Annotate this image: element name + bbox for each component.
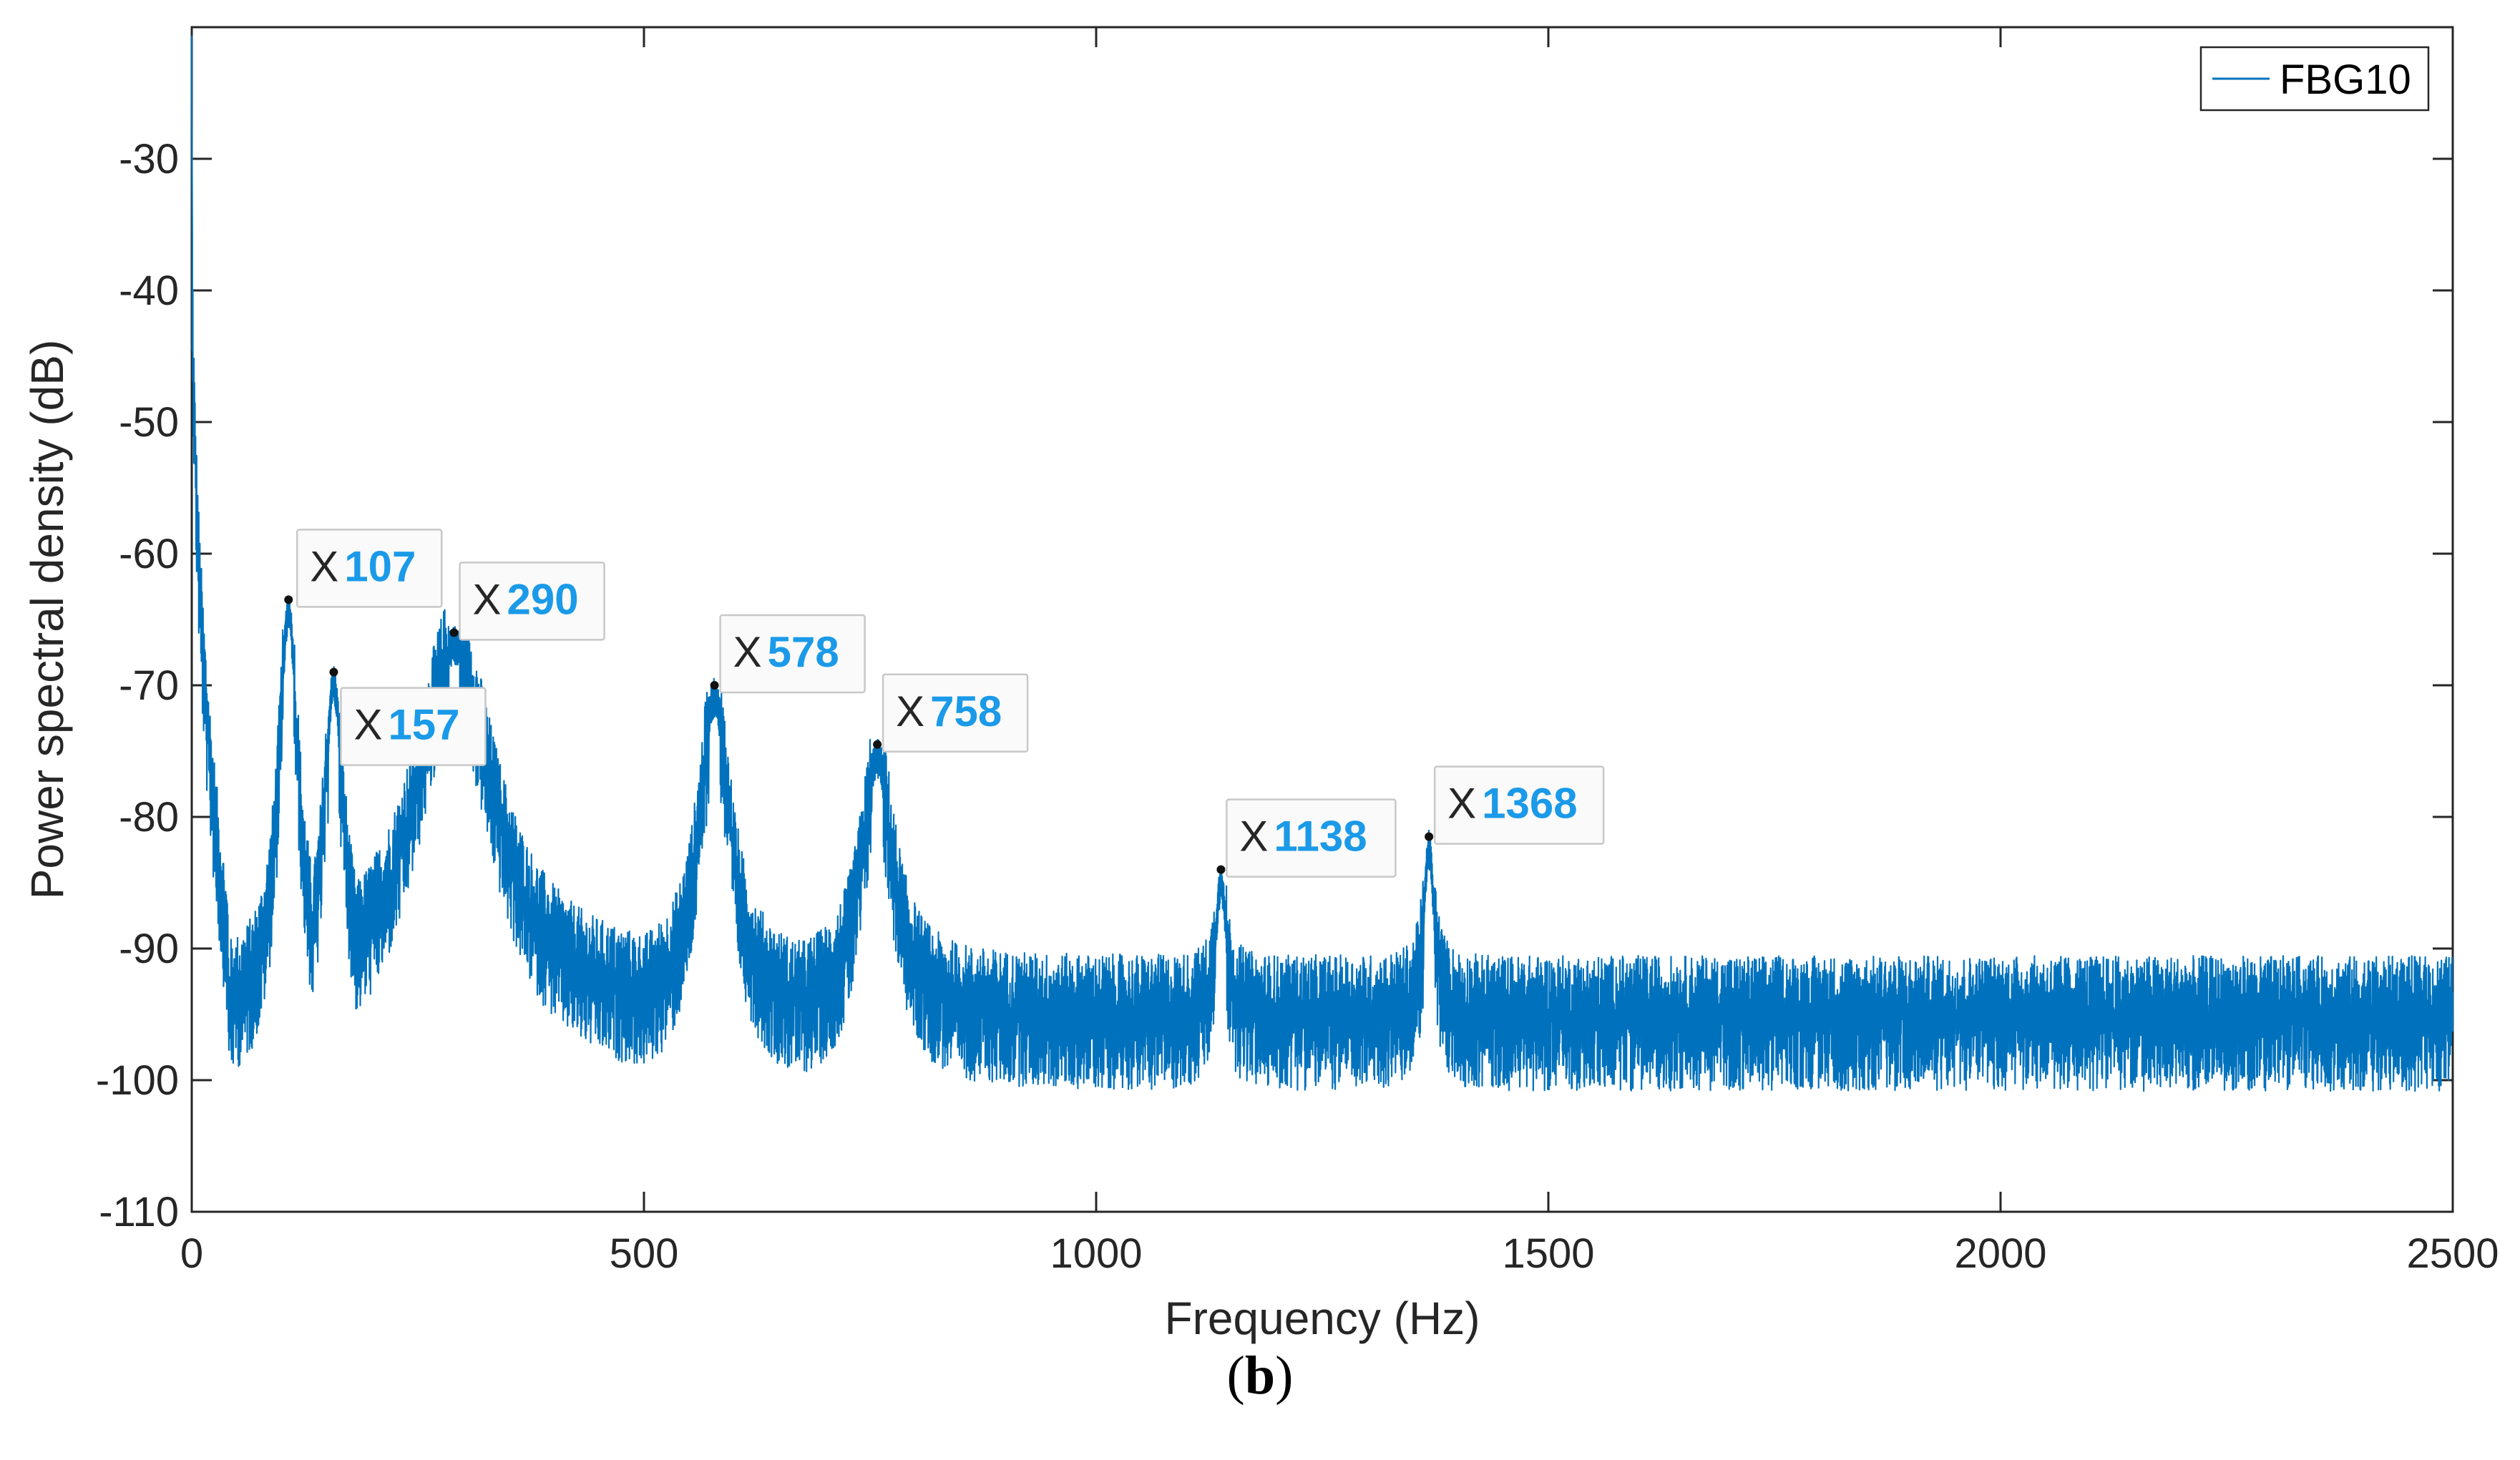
datatip: X 758 [881,673,1029,753]
datatip-box [719,614,866,694]
datatip-value: 758 [930,687,1002,735]
axes-box [190,26,2454,1213]
x-tick-label: 1000 [1050,1230,1142,1277]
datatip: X 157 [340,687,487,766]
y-tick-label: -70 [119,662,179,709]
datatip: X 578 [719,614,866,694]
datatip-box [296,529,443,608]
datatip-value: 1138 [1274,813,1367,861]
datatip-prefix: X [1447,780,1476,828]
y-tick-label: -60 [119,531,179,577]
datatip-prefix: X [733,628,762,676]
peak-marker [329,667,338,677]
figure-caption: (b) [0,1345,2520,1407]
datatip-prefix: X [310,542,338,590]
y-tick-label: -40 [119,268,179,314]
caption-open: ( [1226,1346,1245,1406]
y-tick-label: -100 [96,1057,179,1104]
datatip-box [340,687,487,766]
x-tick-label: 2000 [1954,1230,2046,1277]
datatip-value: 290 [507,575,579,623]
datatip-prefix: X [353,701,382,749]
peak-marker [1216,865,1226,874]
datatip-prefix: X [896,687,924,735]
peak-marker [1425,832,1434,841]
datatip-value: 107 [344,542,416,590]
x-tick-label: 2500 [2406,1230,2499,1277]
legend: FBG10 [2199,46,2430,112]
peak-marker [284,595,293,604]
caption-letter: b [1244,1346,1276,1406]
plot-area: 0 500 1000 1500 2000 2500 -110 -100 -90 -80 -70 -60… [21,26,2499,1344]
datatip-box [459,562,605,641]
datatip: X 107 [296,529,443,608]
y-tick-label: -80 [119,794,179,841]
datatip-prefix: X [473,575,502,623]
legend-label-fbg10: FBG10 [2280,57,2411,103]
datatip: X 1138 [1226,798,1397,878]
datatip-box [1226,798,1397,878]
datatip: X 1368 [1433,765,1605,845]
datatip-value: 578 [768,628,839,676]
y-axis-title: Power spectral density (dB) [21,340,73,900]
datatip-prefix: X [1239,813,1268,861]
x-tick-label: 0 [180,1230,203,1277]
x-axis-title: Frequency (Hz) [1165,1293,1480,1344]
datatip: X 290 [459,562,605,641]
peak-marker [449,628,459,637]
datatip-box [1433,765,1605,845]
caption-close: ) [1275,1346,1294,1406]
x-tick-label: 500 [610,1230,679,1277]
y-tick-label: -110 [99,1189,179,1235]
peak-marker [710,681,719,690]
series-line-fbg10 [190,35,2454,1092]
datatip-box [881,673,1029,753]
y-tick-label: -90 [119,926,179,972]
datatip-value: 1368 [1482,780,1577,828]
y-tick-label: -50 [119,399,179,446]
x-tick-label: 1500 [1502,1230,1594,1277]
peak-marker [873,740,882,749]
y-tick-label: -30 [119,136,179,182]
datatip-value: 157 [388,701,459,749]
